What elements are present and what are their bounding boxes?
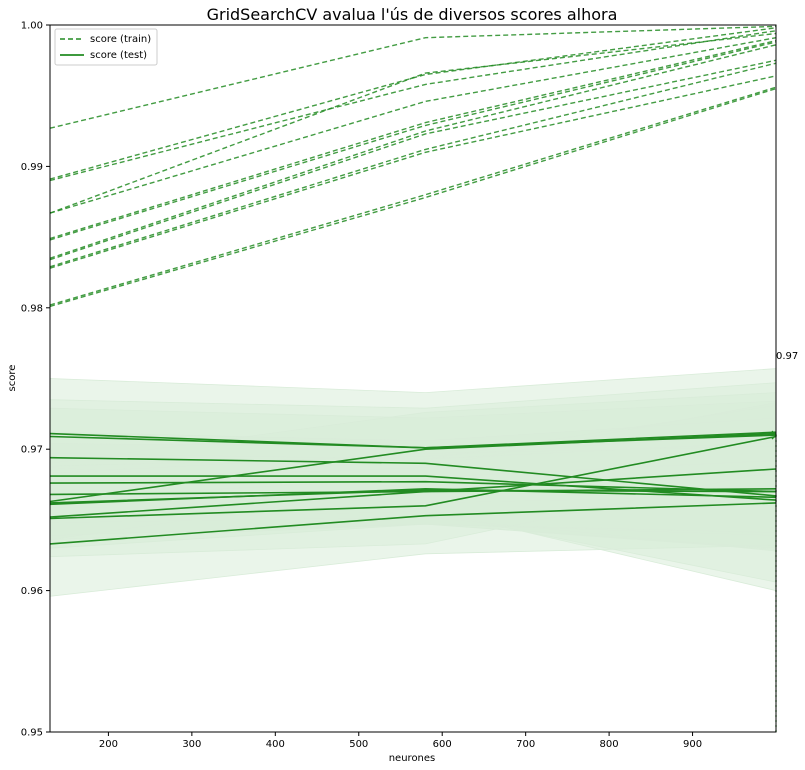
train-series-line <box>49 30 777 182</box>
test-series-line <box>50 475 777 501</box>
test-series-line <box>49 468 777 518</box>
y-tick-label: 0.96 <box>21 586 43 597</box>
train-series-line <box>49 37 777 214</box>
test-series-line <box>49 432 777 503</box>
y-tick-label: 0.99 <box>21 162 43 173</box>
legend-test-label: score (test) <box>90 50 147 61</box>
train-series-line <box>49 25 777 129</box>
legend: score (train) score (test) <box>54 28 158 66</box>
train-series-line <box>49 32 777 214</box>
legend-train-label: score (train) <box>90 34 151 45</box>
x-tick-label: 900 <box>683 739 702 750</box>
test-lines-layer <box>49 430 777 732</box>
train-series-line <box>49 39 777 240</box>
train-series-line <box>49 41 777 241</box>
y-tick-label: 0.95 <box>21 728 43 739</box>
y-tick-label: 0.98 <box>21 303 43 314</box>
y-axis-label: score <box>7 365 18 392</box>
x-tick-label: 700 <box>516 739 535 750</box>
x-tick-label: 800 <box>600 739 619 750</box>
train-series-line <box>49 75 777 269</box>
train-series-line <box>49 86 777 306</box>
x-tick-label: 600 <box>433 739 452 750</box>
x-tick-label: 400 <box>266 739 285 750</box>
test-series-line <box>49 480 777 493</box>
train-series-line <box>49 27 777 180</box>
best-score-annotation: 0.97 <box>776 351 798 362</box>
x-axis-label: neurones <box>389 753 436 764</box>
plot-frame <box>49 24 777 733</box>
test-series-line <box>49 456 777 497</box>
chart-title: GridSearchCV avalua l'ús de diversos sco… <box>207 5 618 24</box>
train-series-line <box>49 62 777 268</box>
axes-layer: 200 300 400 500 600 700 800 900 0.95 0.96 0.97 0.98… <box>21 21 777 750</box>
test-series-line <box>49 502 777 545</box>
y-tick-label: 0.97 <box>21 445 43 456</box>
x-tick-label: 300 <box>182 739 201 750</box>
test-series-line <box>49 487 777 506</box>
train-series-line <box>49 87 777 308</box>
train-series-line <box>49 59 777 261</box>
x-tick-label: 200 <box>99 739 118 750</box>
test-series-line <box>49 435 777 520</box>
legend-frame <box>54 28 158 66</box>
x-tick-label: 500 <box>349 739 368 750</box>
train-lines-layer <box>49 25 777 308</box>
train-series-line <box>49 44 777 259</box>
y-tick-label: 1.00 <box>21 21 43 32</box>
